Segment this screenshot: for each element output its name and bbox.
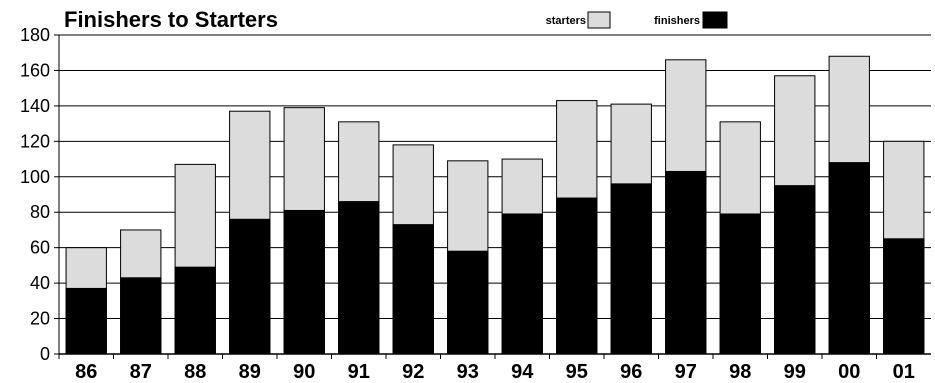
y-tick-label: 80 [30,202,50,222]
chart-title: Finishers to Starters [64,7,278,32]
bar-finishers [392,224,434,355]
y-tick-label: 180 [20,25,50,45]
x-tick-label: 00 [838,361,860,383]
bar-finishers [174,266,216,355]
y-axis-ticks: 0 20 40 60 80 100 120 140 160 180 [20,25,59,364]
x-tick-label: 92 [402,361,424,383]
y-tick-label: 160 [20,60,50,80]
y-tick-label: 40 [30,273,50,293]
bar-finishers [338,201,380,355]
x-tick-label: 93 [457,361,479,383]
bar-finishers [229,218,271,355]
bar-finishers [610,183,652,355]
legend-swatch-starters [587,11,611,29]
x-tick-label: 95 [566,361,588,383]
y-tick-label: 120 [20,131,50,151]
x-tick-label: 86 [75,361,97,383]
y-tick-label: 60 [30,238,50,258]
x-tick-label: 90 [293,361,315,383]
bar-finishers [828,162,870,355]
bar-finishers [774,185,816,355]
x-tick-label: 89 [239,361,261,383]
bar-finishers [120,277,162,355]
x-tick-label: 96 [620,361,642,383]
bar-finishers [501,213,543,355]
legend-label-starters: starters [546,15,586,27]
x-axis-ticks: 86 87 88 89 90 91 92 93 94 95 96 97 98 99 00 01 [58,354,915,383]
x-tick-label: 91 [348,361,370,383]
x-tick-label: 99 [784,361,806,383]
bar-finishers [719,213,761,355]
x-tick-label: 88 [184,361,206,383]
y-tick-label: 100 [20,167,50,187]
y-tick-label: 0 [40,344,50,364]
x-tick-label: 87 [130,361,152,383]
x-tick-label: 98 [729,361,751,383]
y-tick-label: 20 [30,309,50,329]
y-tick-label: 140 [20,96,50,116]
legend-label-finishers: finishers [654,15,700,27]
x-tick-label: 94 [511,361,534,383]
x-tick-label: 01 [893,361,915,383]
bar-finishers [556,197,598,355]
bar-finishers [65,287,107,355]
bars [65,55,925,355]
x-tick-label: 97 [675,361,697,383]
bar-finishers [283,209,325,355]
bar-finishers [883,238,925,355]
legend-swatch-finishers [702,11,728,29]
legend: starters finishers [546,11,728,29]
bar-finishers [447,250,489,355]
bar-finishers [665,170,707,355]
